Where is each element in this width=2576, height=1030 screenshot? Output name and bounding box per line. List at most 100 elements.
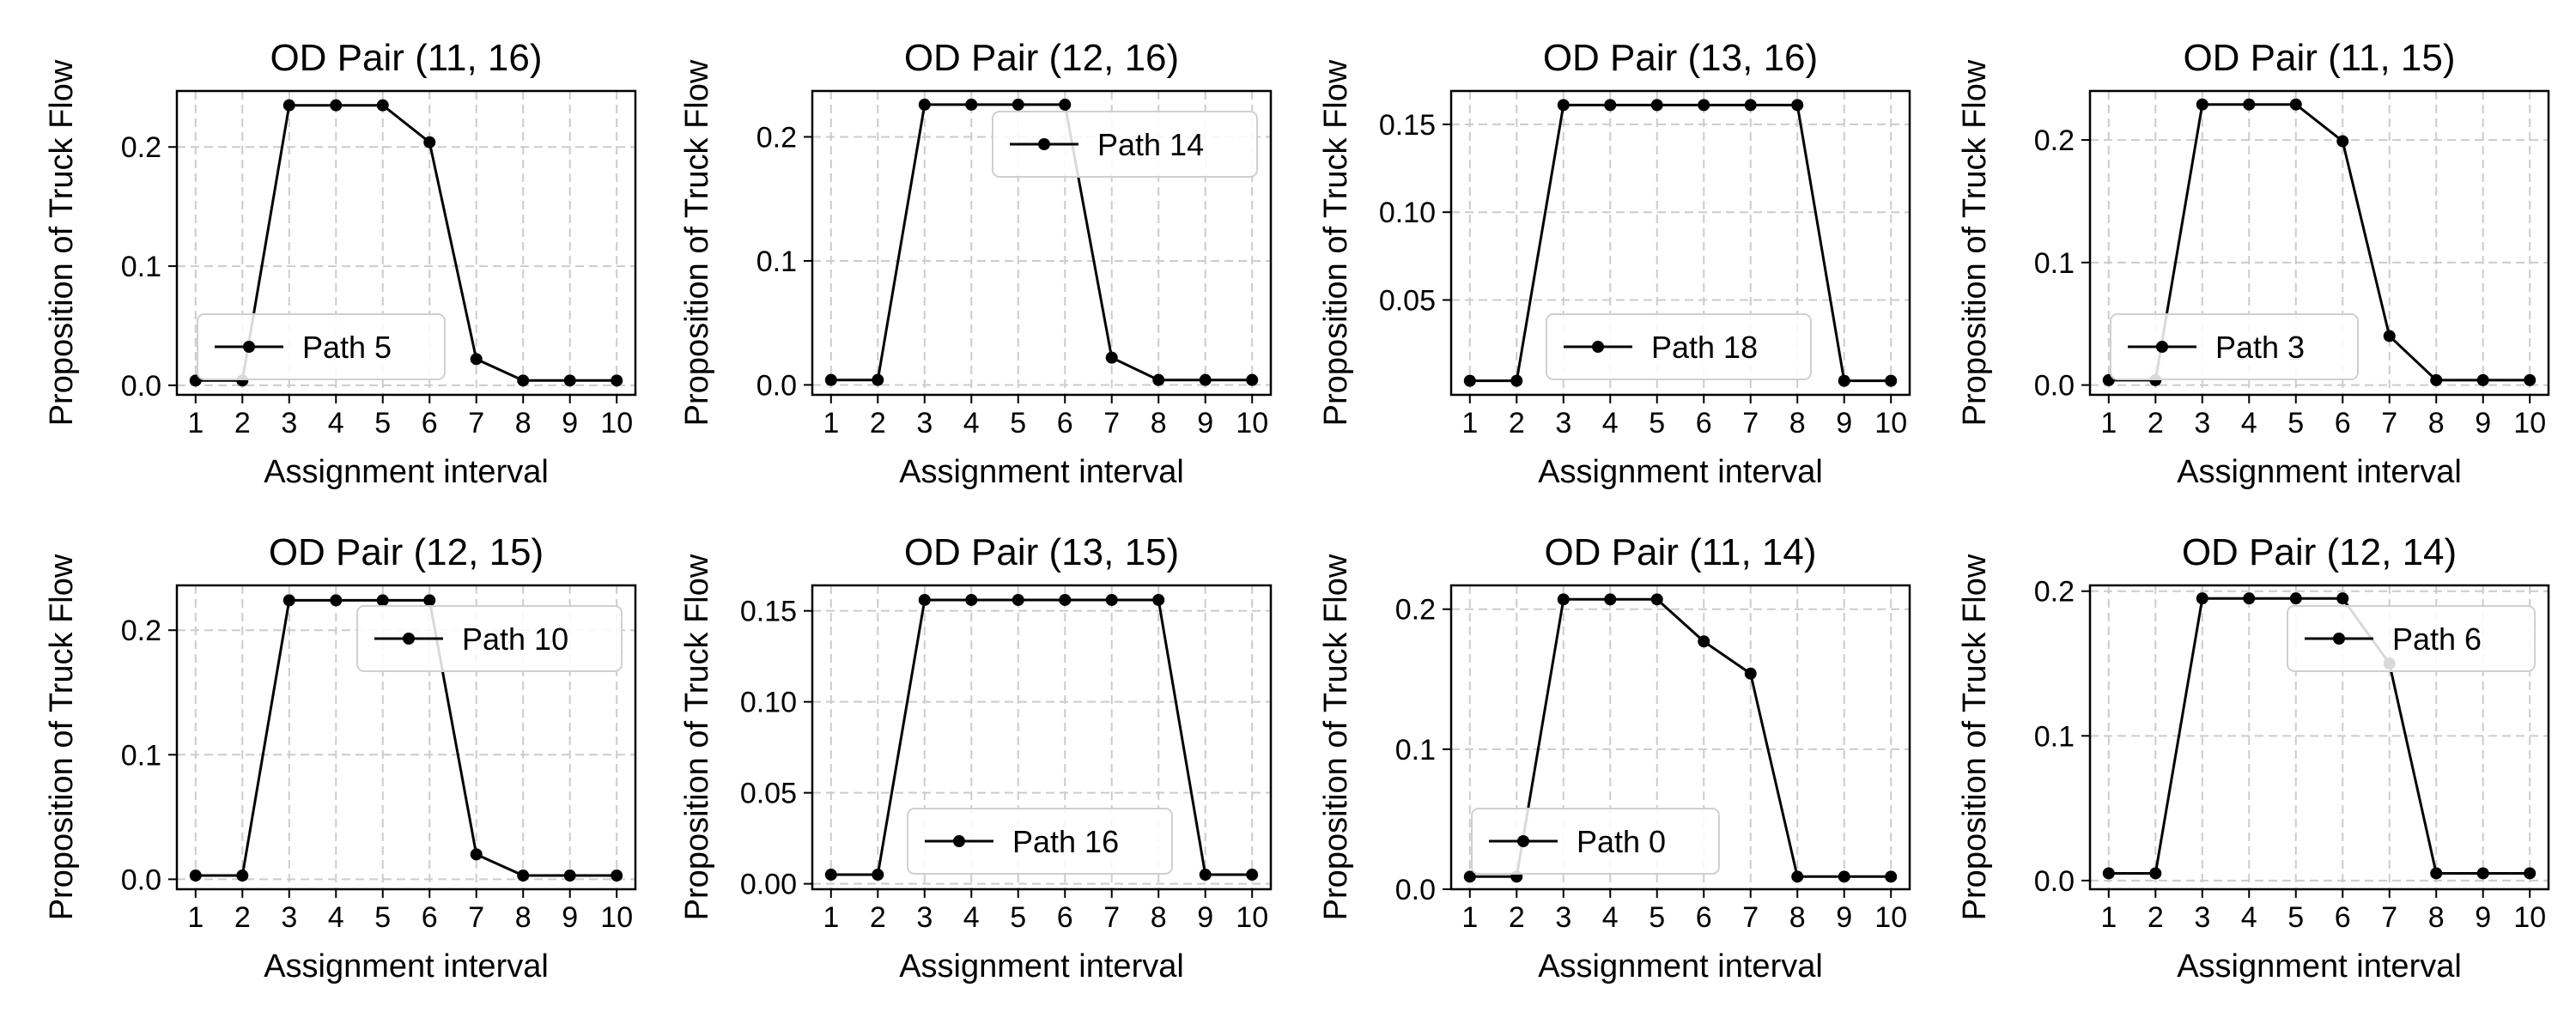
axes-frame	[2088, 89, 2550, 397]
x-tick-label: 3	[281, 901, 297, 934]
data-point	[1059, 98, 1072, 111]
series-line	[195, 598, 617, 877]
y-tick-label: 0.10	[740, 687, 797, 719]
data-point	[1059, 593, 1072, 606]
x-tick-label: 6	[2335, 407, 2351, 439]
y-axis-label: Proposition of Truck Flow	[679, 59, 715, 426]
x-tick-label: 4	[328, 407, 344, 439]
series-line	[1469, 597, 1892, 878]
x-tick-label: 7	[1103, 407, 1120, 439]
legend-box	[1471, 808, 1720, 875]
legend-label: Path 6	[2392, 621, 2482, 657]
y-tick-label: 0.0	[1395, 874, 1436, 906]
x-tick-label: 2	[2148, 407, 2164, 439]
y-tick-label: 0.0	[121, 863, 161, 896]
data-point	[1105, 351, 1118, 364]
x-tick-label: 8	[2428, 407, 2445, 439]
legend-label: Path 5	[302, 330, 392, 365]
legend-box	[992, 111, 1258, 178]
data-point	[872, 373, 884, 386]
legend-box	[356, 605, 623, 672]
subplot-title: OD Pair (11, 14)	[1544, 531, 1816, 573]
x-tick-label: 10	[1236, 901, 1268, 934]
x-tick-label: 10	[1236, 407, 1268, 439]
legend-label: Path 14	[1097, 127, 1204, 162]
x-tick-label: 5	[374, 901, 391, 934]
data-point	[1604, 99, 1617, 112]
x-tick-label: 5	[1649, 407, 1665, 439]
y-tick-label: 0.15	[740, 596, 797, 628]
x-tick-label: 7	[2381, 407, 2397, 439]
data-point	[283, 594, 295, 607]
axes-frame	[811, 89, 1273, 397]
series-line	[2108, 103, 2530, 382]
data-point	[918, 593, 931, 606]
data-point	[2289, 592, 2302, 605]
data-point	[330, 99, 343, 112]
x-tick-label: 6	[422, 901, 438, 934]
data-point	[1885, 374, 1898, 387]
data-point	[1510, 374, 1523, 387]
data-point	[918, 98, 931, 111]
x-tick-label: 8	[2428, 901, 2445, 934]
x-tick-label: 9	[1197, 901, 1213, 934]
x-tick-label: 1	[823, 407, 839, 439]
axes-frame	[2088, 584, 2550, 891]
x-tick-label: 4	[328, 901, 344, 934]
data-point	[1698, 635, 1710, 648]
x-tick-label: 3	[2194, 407, 2210, 439]
legend: Path 6	[2287, 605, 2536, 672]
x-tick-label: 6	[1057, 407, 1073, 439]
data-point	[2336, 592, 2349, 605]
x-tick-label: 5	[374, 407, 391, 439]
subplot-title: OD Pair (12, 14)	[2182, 531, 2457, 573]
data-point	[1012, 593, 1024, 606]
x-axis-label: Assignment interval	[899, 454, 1184, 490]
x-tick-label: 7	[468, 407, 484, 439]
y-tick-label: 0.15	[1379, 109, 1436, 142]
legend-marker-swatch	[243, 341, 255, 353]
x-tick-label: 3	[916, 901, 933, 934]
legend-box	[1546, 313, 1812, 380]
data-point	[1463, 870, 1476, 883]
data-point	[563, 374, 576, 387]
x-tick-label: 7	[2381, 901, 2397, 934]
legend: Path 10	[356, 605, 623, 672]
x-tick-label: 9	[2475, 901, 2491, 934]
y-tick-label: 0.2	[121, 615, 161, 647]
x-tick-label: 1	[2100, 407, 2117, 439]
y-tick-label: 0.00	[740, 869, 797, 901]
series-line	[195, 104, 617, 382]
x-tick-label: 9	[1197, 407, 1213, 439]
y-tick-label: 0.05	[740, 778, 797, 810]
subplot-1: 1 2 3 4 5 6 7 8 9 10 0.0 0.1 0.2 Path 5 OD Pair (11, 1…	[44, 37, 637, 490]
data-point	[1105, 593, 1118, 606]
data-point	[376, 594, 389, 607]
x-axis-label: Assignment interval	[264, 454, 549, 490]
x-tick-label: 1	[1461, 901, 1478, 934]
legend-box	[197, 313, 446, 380]
y-tick-label: 0.1	[121, 251, 161, 283]
data-point	[965, 593, 978, 606]
data-point	[1604, 593, 1617, 606]
data-point	[824, 373, 837, 386]
legend-marker-swatch	[2156, 341, 2168, 353]
data-point	[423, 594, 436, 607]
y-tick-label: 0.2	[2034, 124, 2075, 157]
x-tick-label: 8	[1151, 407, 1167, 439]
x-tick-label: 2	[870, 407, 886, 439]
data-point	[2196, 98, 2208, 111]
y-tick-label: 0.0	[121, 370, 161, 403]
x-tick-label: 10	[2513, 901, 2546, 934]
data-point	[2289, 98, 2302, 111]
x-axis-label: Assignment interval	[1538, 948, 1823, 985]
y-tick-label: 0.10	[1379, 197, 1436, 229]
data-point	[1199, 373, 1212, 386]
data-point	[1885, 870, 1898, 883]
y-tick-label: 0.2	[756, 121, 797, 154]
series-line	[2108, 597, 2530, 875]
legend: Path 18	[1546, 313, 1812, 380]
y-axis-label: Proposition of Truck Flow	[1318, 554, 1354, 920]
subplot-5: 1 2 3 4 5 6 7 8 9 10 0.0 0.1 0.2 Path 10 OD Pair (12, …	[44, 531, 637, 985]
x-tick-label: 6	[1696, 901, 1712, 934]
